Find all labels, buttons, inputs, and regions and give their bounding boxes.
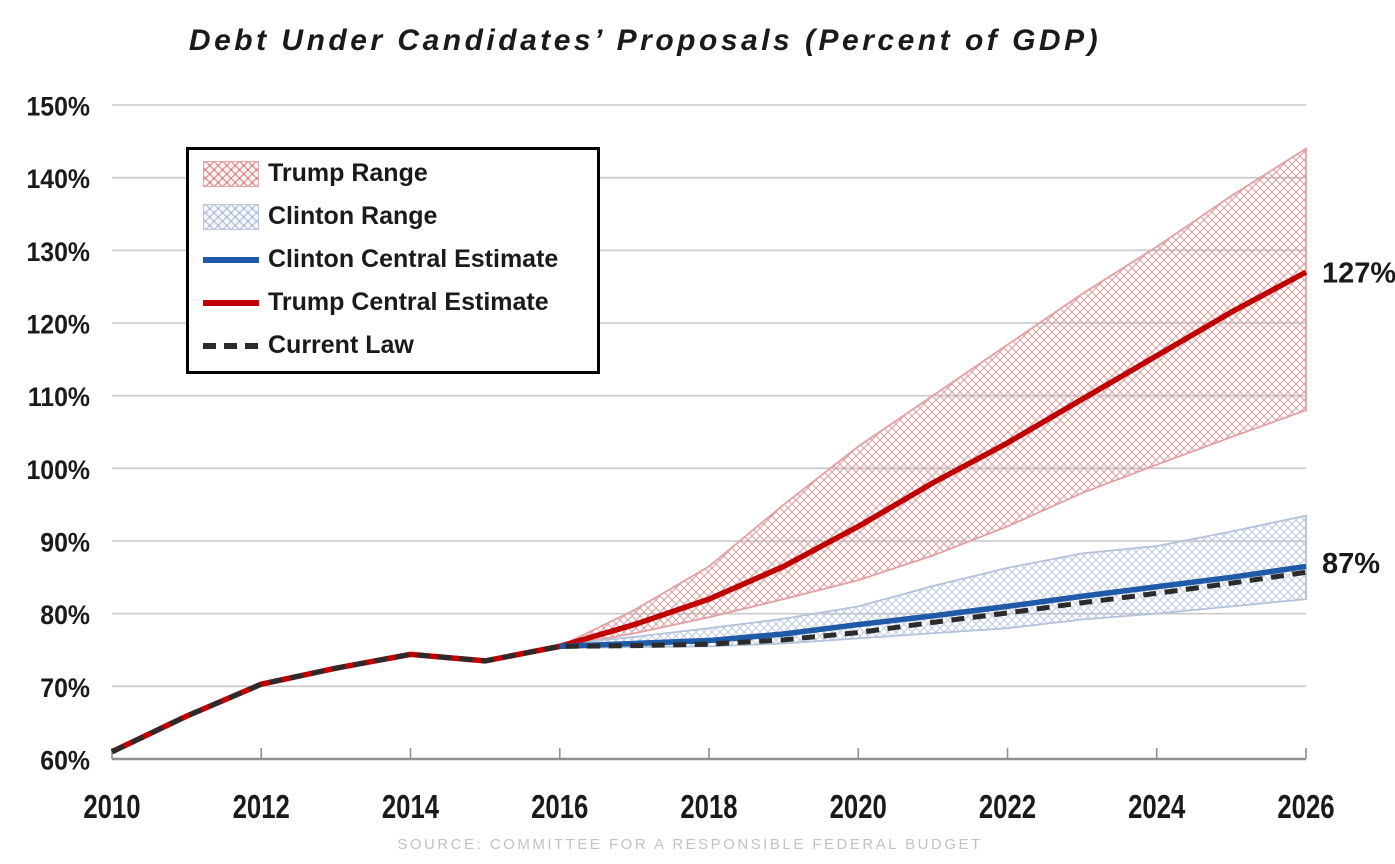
- clinton-central-estimate-line: [559, 563, 1307, 650]
- legend-item-current-law: Current Law: [203, 324, 583, 367]
- y-axis-label: 120%: [26, 311, 90, 340]
- chart-legend: Trump Range Clinton Range Clinton Centra…: [186, 147, 600, 374]
- legend-item-clinton-range: Clinton Range: [203, 195, 583, 238]
- annotation-87%: 87%: [1322, 548, 1380, 580]
- clinton-range-swatch-icon: [203, 203, 259, 230]
- x-axis-label: 2012: [233, 789, 290, 826]
- y-axis-label: 70%: [40, 674, 90, 703]
- x-axis-label: 2022: [979, 789, 1036, 826]
- trump-central-estimate-line: [110, 269, 1308, 755]
- legend-label: Trump Range: [268, 159, 428, 187]
- current-law-line: [110, 569, 1307, 754]
- x-axis-label: 2026: [1277, 789, 1334, 826]
- y-axis-label: 90%: [40, 529, 90, 558]
- x-axis-label: 2018: [680, 789, 737, 826]
- legend-label: Clinton Central Estimate: [268, 245, 559, 273]
- trump-range-swatch-icon: [203, 160, 259, 187]
- legend-item-clinton-central: Clinton Central Estimate: [203, 238, 583, 281]
- trump-line-swatch-icon: [203, 299, 259, 306]
- annotation-127%: 127%: [1322, 257, 1395, 289]
- y-axis-label: 100%: [26, 456, 90, 485]
- y-axis-label: 110%: [28, 383, 90, 412]
- source-attribution: SOURCE: COMMITTEE FOR A RESPONSIBLE FEDE…: [397, 836, 983, 853]
- x-axis-label: 2016: [531, 789, 588, 826]
- y-axis-label: 80%: [40, 601, 90, 630]
- x-axis-label: 2024: [1128, 789, 1186, 826]
- y-axis-label: 60%: [40, 747, 90, 776]
- legend-item-trump-central: Trump Central Estimate: [203, 281, 583, 324]
- y-axis-label: 150%: [26, 93, 90, 122]
- current-law-dash-swatch-icon: [203, 342, 259, 349]
- y-axis-label: 140%: [26, 165, 90, 194]
- legend-item-trump-range: Trump Range: [203, 152, 583, 195]
- legend-label: Trump Central Estimate: [268, 288, 549, 316]
- legend-label: Current Law: [268, 331, 414, 359]
- x-axis-label: 2014: [382, 789, 440, 826]
- legend-label: Clinton Range: [268, 202, 438, 230]
- chart-title: Debt Under Candidates’ Proposals (Percen…: [188, 24, 1102, 57]
- trump-range-band: [559, 146, 1307, 648]
- y-axis-label: 130%: [26, 238, 90, 267]
- x-axis-label: 2010: [83, 789, 140, 826]
- clinton-line-swatch-icon: [203, 256, 259, 263]
- x-axis-label: 2020: [830, 789, 887, 826]
- clinton-range-band: [558, 514, 1307, 649]
